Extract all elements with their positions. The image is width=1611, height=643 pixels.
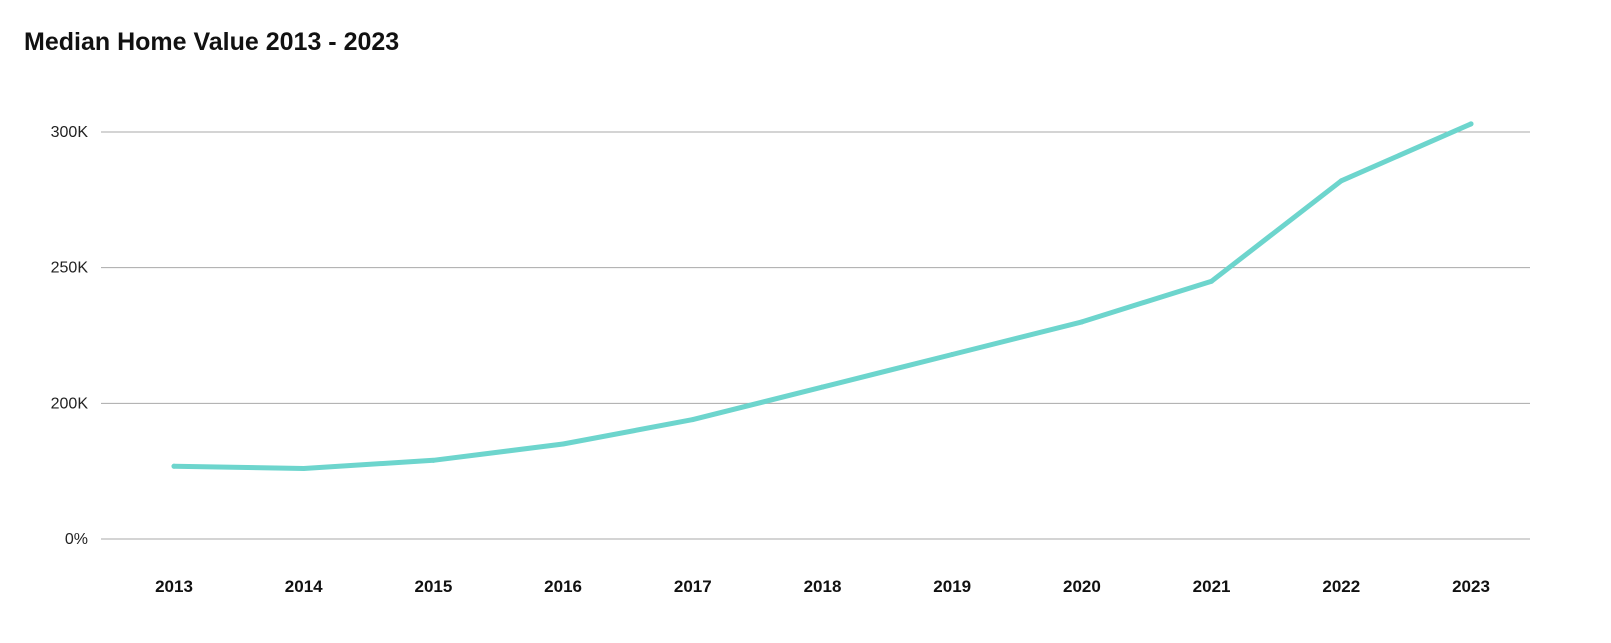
y-tick-label: 0% — [65, 531, 88, 548]
x-axis-tick-labels: 2013 2014 2015 2016 2017 2018 2019 2020 2021 2022… — [155, 577, 1490, 596]
y-tick-label: 300K — [51, 124, 89, 141]
y-tick-label: 250K — [51, 260, 89, 277]
data-point — [171, 463, 177, 469]
data-point — [949, 351, 955, 357]
x-tick-label: 2022 — [1322, 577, 1360, 596]
data-point — [560, 441, 566, 447]
data-point — [1338, 178, 1344, 184]
x-tick-label: 2016 — [544, 577, 582, 596]
x-tick-label: 2014 — [285, 577, 323, 596]
data-point — [1468, 121, 1474, 127]
y-tick-label: 200K — [51, 395, 89, 412]
data-point — [1079, 319, 1085, 325]
data-point — [301, 465, 307, 471]
data-point — [690, 417, 696, 423]
x-tick-label: 2020 — [1063, 577, 1101, 596]
y-axis-tick-labels: 0% 200K 250K 300K — [51, 124, 89, 548]
x-tick-label: 2013 — [155, 577, 193, 596]
x-tick-label: 2019 — [933, 577, 971, 596]
x-tick-label: 2018 — [804, 577, 842, 596]
x-tick-label: 2021 — [1193, 577, 1231, 596]
data-point — [430, 457, 436, 463]
x-tick-label: 2017 — [674, 577, 712, 596]
chart-title: Median Home Value 2013 - 2023 — [24, 28, 400, 56]
gridlines — [101, 131, 1530, 540]
x-tick-label: 2015 — [414, 577, 452, 596]
series-layer — [171, 121, 1474, 471]
x-tick-label: 2023 — [1452, 577, 1490, 596]
data-point — [820, 384, 825, 390]
series-line-0 — [171, 121, 1474, 471]
data-point — [1209, 278, 1215, 284]
